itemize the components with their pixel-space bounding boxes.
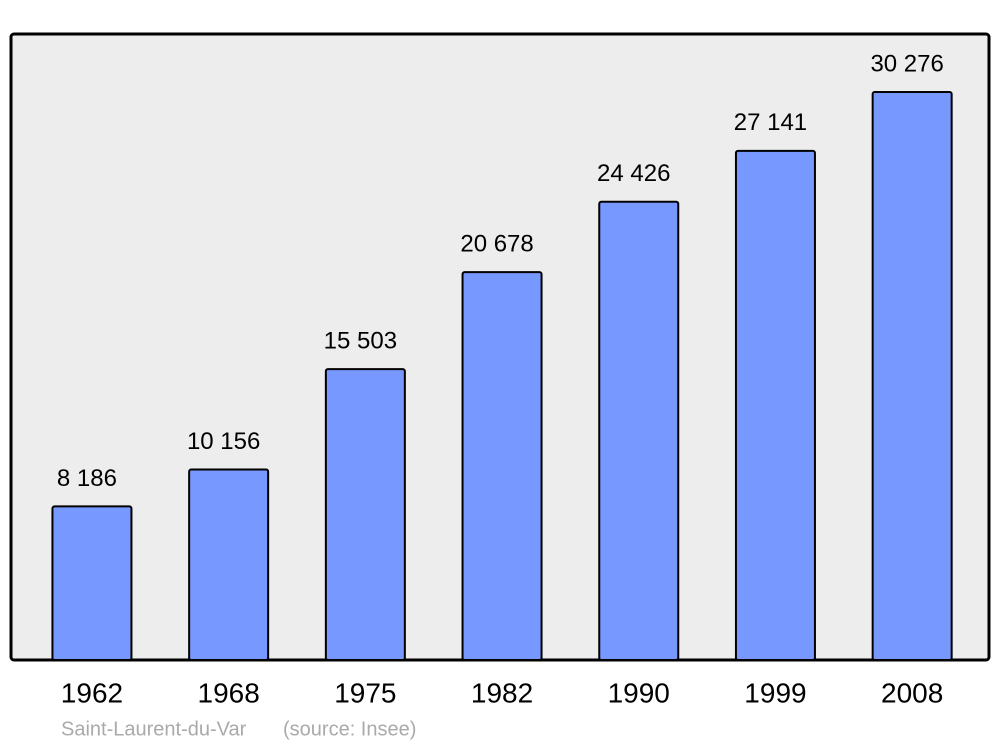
bar [598,200,680,661]
value-label: 15 503 [324,328,397,355]
source: (source: Insee) [283,718,416,740]
x-tick-label: 1990 [608,677,670,708]
bar [871,91,953,661]
x-tick-label: 1982 [471,677,533,708]
bar [51,505,133,662]
bar [188,468,270,661]
bar [461,271,543,661]
bar [734,149,816,661]
value-label: 8 186 [57,465,117,492]
x-tick-label: 1999 [744,677,806,708]
x-tick-label: 1968 [198,677,260,708]
x-tick-label: 2008 [881,677,943,708]
value-label: 24 426 [597,160,670,187]
caption: Saint-Laurent-du-Var [61,718,247,740]
x-tick-label: 1962 [61,677,123,708]
value-label: 20 678 [460,230,533,257]
x-tick-label: 1975 [334,677,396,708]
value-label: 27 141 [734,109,807,136]
value-label: 30 276 [870,50,943,77]
bar [324,368,406,661]
value-label: 10 156 [187,428,260,455]
